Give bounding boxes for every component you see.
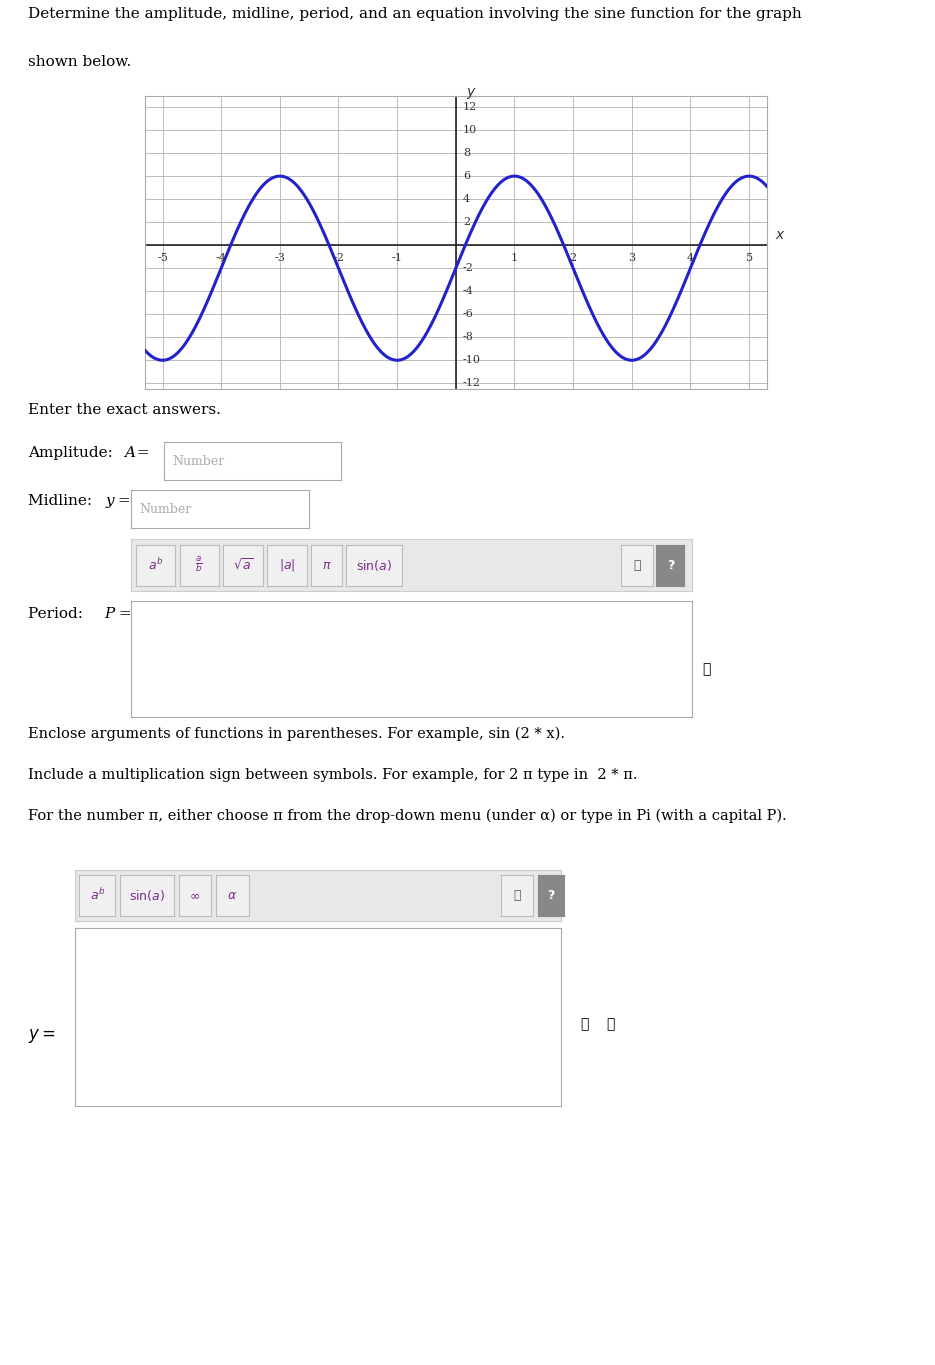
Text: ?: ? [667, 558, 674, 572]
Text: $\pi$: $\pi$ [322, 558, 332, 572]
Text: $a^b$: $a^b$ [90, 887, 105, 904]
Text: 12: 12 [463, 102, 477, 112]
Text: 6: 6 [463, 171, 470, 182]
Text: 📄: 📄 [606, 1017, 614, 1031]
Text: 8: 8 [463, 147, 470, 158]
Text: For the number π, either choose π from the drop-down menu (under α) or type in P: For the number π, either choose π from t… [28, 808, 786, 823]
Text: Number: Number [140, 502, 192, 516]
Text: 1: 1 [511, 254, 518, 263]
Text: 2: 2 [569, 254, 577, 263]
Text: A: A [123, 446, 135, 460]
Text: Amplitude:: Amplitude: [28, 446, 118, 460]
Text: 🗑: 🗑 [513, 889, 521, 902]
Text: P: P [105, 607, 115, 621]
Text: -2: -2 [333, 254, 344, 263]
Text: Include a multiplication sign between symbols. For example, for 2 π type in  2 *: Include a multiplication sign between sy… [28, 767, 638, 782]
Text: -5: -5 [157, 254, 168, 263]
Text: -2: -2 [463, 263, 474, 273]
Text: $\sqrt{a}$: $\sqrt{a}$ [233, 557, 253, 573]
Text: x: x [775, 228, 784, 242]
Text: Midline:: Midline: [28, 494, 97, 508]
Text: 10: 10 [463, 126, 477, 135]
Text: $\infty$: $\infty$ [190, 889, 200, 902]
Text: 📄: 📄 [703, 662, 711, 676]
Text: 2: 2 [463, 217, 470, 227]
Text: shown below.: shown below. [28, 55, 131, 68]
Text: $y =$: $y =$ [28, 1028, 56, 1046]
Text: $a^b$: $a^b$ [148, 557, 163, 573]
Text: -8: -8 [463, 332, 474, 343]
Text: Determine the amplitude, midline, period, and an equation involving the sine fun: Determine the amplitude, midline, period… [28, 7, 802, 20]
Text: Period:: Period: [28, 607, 88, 621]
Text: -12: -12 [463, 378, 481, 388]
Text: Enter the exact answers.: Enter the exact answers. [28, 403, 221, 416]
Text: =: = [132, 446, 150, 460]
Text: -3: -3 [274, 254, 285, 263]
Text: 📋: 📋 [581, 1017, 589, 1031]
Text: 3: 3 [628, 254, 636, 263]
Text: -4: -4 [463, 287, 474, 296]
Text: ?: ? [547, 889, 554, 902]
Text: $\sin(a)$: $\sin(a)$ [356, 558, 392, 572]
Text: y: y [106, 494, 114, 508]
Text: Enclose arguments of functions in parentheses. For example, sin (2 * x).: Enclose arguments of functions in parent… [28, 726, 565, 741]
Text: 4: 4 [463, 194, 470, 205]
Text: 4: 4 [687, 254, 694, 263]
Text: -6: -6 [463, 310, 474, 319]
Text: $|a|$: $|a|$ [279, 557, 295, 573]
Text: $\sin(a)$: $\sin(a)$ [129, 889, 165, 902]
Text: y: y [467, 85, 475, 100]
Text: =: = [114, 607, 132, 621]
Text: 5: 5 [745, 254, 753, 263]
Text: -1: -1 [392, 254, 403, 263]
Text: $\frac{a}{b}$: $\frac{a}{b}$ [195, 556, 203, 575]
Text: =: = [113, 494, 131, 508]
Text: Number: Number [172, 455, 224, 468]
Text: $\alpha$: $\alpha$ [227, 889, 237, 902]
Text: -4: -4 [216, 254, 226, 263]
Text: 🗑: 🗑 [633, 558, 640, 572]
Text: -10: -10 [463, 355, 481, 366]
